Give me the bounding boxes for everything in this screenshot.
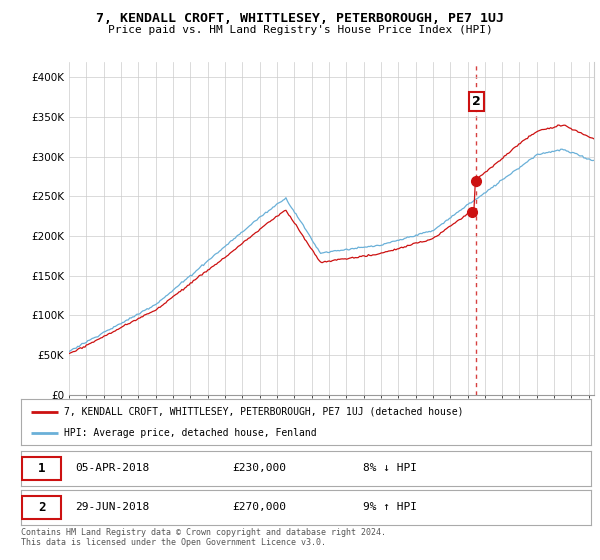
FancyBboxPatch shape: [22, 496, 61, 519]
Text: Contains HM Land Registry data © Crown copyright and database right 2024.
This d: Contains HM Land Registry data © Crown c…: [21, 528, 386, 547]
Text: 1: 1: [38, 461, 45, 475]
Text: £270,000: £270,000: [232, 502, 286, 512]
Text: 2: 2: [472, 95, 481, 108]
Text: 8% ↓ HPI: 8% ↓ HPI: [363, 463, 417, 473]
Text: HPI: Average price, detached house, Fenland: HPI: Average price, detached house, Fenl…: [64, 428, 316, 438]
Text: Price paid vs. HM Land Registry's House Price Index (HPI): Price paid vs. HM Land Registry's House …: [107, 25, 493, 35]
Text: 9% ↑ HPI: 9% ↑ HPI: [363, 502, 417, 512]
Text: 29-JUN-2018: 29-JUN-2018: [75, 502, 149, 512]
Text: 7, KENDALL CROFT, WHITTLESEY, PETERBOROUGH, PE7 1UJ: 7, KENDALL CROFT, WHITTLESEY, PETERBOROU…: [96, 12, 504, 25]
Text: 2: 2: [38, 501, 45, 514]
FancyBboxPatch shape: [22, 456, 61, 480]
Text: £230,000: £230,000: [232, 463, 286, 473]
Text: 05-APR-2018: 05-APR-2018: [75, 463, 149, 473]
Text: 7, KENDALL CROFT, WHITTLESEY, PETERBOROUGH, PE7 1UJ (detached house): 7, KENDALL CROFT, WHITTLESEY, PETERBOROU…: [64, 407, 463, 417]
